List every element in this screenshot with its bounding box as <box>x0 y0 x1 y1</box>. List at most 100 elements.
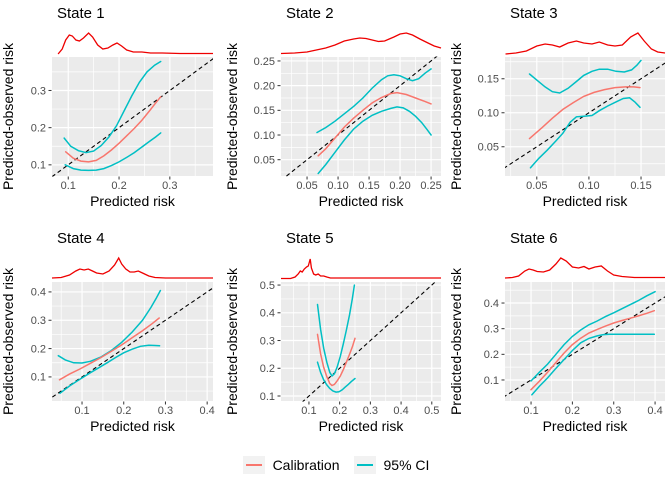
y-tick-label: 0.3 <box>31 315 46 327</box>
x-axis-title: Predicted risk <box>319 418 405 434</box>
ci-upper-line <box>530 290 656 382</box>
subplot-state-2: 0.05 0.10 0.15 0.20 0.25 0.05 0.10 0.15 0.20 0.25… <box>224 0 448 225</box>
x-axis-title: Predicted risk <box>319 193 405 209</box>
x-tick-label: 0.4 <box>647 405 662 417</box>
density-curve <box>57 32 213 55</box>
y-tick-label: 0.25 <box>254 56 275 68</box>
legend-item-calibration: Calibration <box>242 456 340 474</box>
ci-upper-line <box>316 284 356 378</box>
x-tick-label: 0.1 <box>301 405 316 417</box>
subplot-svg-state-2: 0.05 0.10 0.15 0.20 0.25 0.05 0.10 0.15 0.20 0.25… <box>224 5 442 209</box>
y-tick-label: 0.2 <box>484 349 499 361</box>
panel-title: State 1 <box>57 5 105 22</box>
y-tick-label: 0.1 <box>260 391 275 403</box>
panel-title: State 5 <box>286 230 334 247</box>
x-tick-label: 0.10 <box>578 180 599 192</box>
subplot-state-3: 0.05 0.10 0.15 0.05 0.10 0.15 State 3 Predicted… <box>448 0 672 225</box>
x-tick-label: 0.1 <box>523 405 538 417</box>
ci-lower-line <box>529 97 641 169</box>
y-tick-label: 0.2 <box>31 122 46 134</box>
ci-upper-line <box>63 60 162 154</box>
calibration-line <box>64 96 162 163</box>
subplot-svg-state-4: 0.1 0.2 0.3 0.4 0.1 0.2 0.3 0.4 State 4 Predicted… <box>0 230 215 434</box>
x-tick-label: 0.2 <box>332 405 347 417</box>
y-tick-label: 0.1 <box>484 375 499 387</box>
calibration-line <box>317 91 432 157</box>
x-axis-title: Predicted risk <box>543 418 629 434</box>
ci-lower-line <box>531 333 656 396</box>
panel-title: State 4 <box>57 230 105 247</box>
y-tick-label: 0.4 <box>260 308 275 320</box>
y-tick-label: 0.10 <box>478 108 499 120</box>
identity-line <box>505 296 665 397</box>
subplot-state-4: 0.1 0.2 0.3 0.4 0.1 0.2 0.3 0.4 State 4 Predicted… <box>0 225 224 450</box>
subplot-state-1: 0.1 0.2 0.3 0.1 0.2 0.3 State 1 Predicted risk P… <box>0 0 224 225</box>
x-tick-label: 0.1 <box>74 405 89 417</box>
panel-background <box>281 282 441 401</box>
identity-line <box>52 58 213 177</box>
y-tick-label: 0.3 <box>260 335 275 347</box>
ci-line-icon <box>356 464 373 466</box>
x-axis-title: Predicted risk <box>90 193 176 209</box>
calibration-line <box>58 317 160 381</box>
y-tick-label: 0.4 <box>31 287 46 299</box>
x-tick-label: 0.3 <box>162 180 177 192</box>
y-axis-title: Predicted-observed risk <box>224 42 240 190</box>
y-axis-title: Predicted-observed risk <box>0 267 16 415</box>
ci-lower-line <box>64 132 162 172</box>
identity-line <box>285 56 438 177</box>
x-tick-label: 0.4 <box>200 405 215 417</box>
calibration-line <box>530 309 656 391</box>
density-curve <box>505 32 666 55</box>
x-tick-label: 0.1 <box>61 180 76 192</box>
x-tick-label: 0.4 <box>393 405 408 417</box>
panel-background <box>281 57 441 176</box>
legend: Calibration 95% CI <box>0 450 672 480</box>
x-axis-title: Predicted risk <box>543 193 629 209</box>
x-tick-label: 0.10 <box>327 180 348 192</box>
y-tick-label: 0.4 <box>484 298 499 310</box>
y-tick-label: 0.10 <box>254 130 275 142</box>
legend-key-calibration <box>242 456 265 474</box>
subplot-svg-state-1: 0.1 0.2 0.3 0.1 0.2 0.3 State 1 Predicted risk P… <box>0 5 213 209</box>
x-tick-label: 0.2 <box>116 405 131 417</box>
ci-upper-line <box>528 59 642 94</box>
panel-background <box>52 282 213 401</box>
y-tick-label: 0.1 <box>31 160 46 172</box>
ci-upper-line <box>316 68 432 134</box>
legend-label-calibration: Calibration <box>272 457 340 473</box>
ci-lower-line <box>317 106 432 175</box>
density-curve <box>51 256 213 279</box>
legend-key-ci <box>353 456 376 474</box>
ci-lower-line <box>316 361 356 393</box>
calibration-line-icon <box>245 464 262 466</box>
x-tick-label: 0.2 <box>111 180 126 192</box>
x-tick-label: 0.5 <box>424 405 439 417</box>
x-tick-label: 0.2 <box>565 405 580 417</box>
y-axis-title: Predicted-observed risk <box>448 267 464 415</box>
y-tick-label: 0.15 <box>254 105 275 117</box>
panel-title: State 2 <box>286 5 334 22</box>
x-tick-label: 0.3 <box>606 405 621 417</box>
x-tick-label: 0.3 <box>158 405 173 417</box>
density-curve <box>504 257 665 279</box>
y-tick-label: 0.5 <box>260 280 275 292</box>
y-tick-label: 0.1 <box>31 372 46 384</box>
legend-item-ci: 95% CI <box>353 456 429 474</box>
y-axis-title: Predicted-observed risk <box>0 42 16 190</box>
panel-title: State 3 <box>510 5 558 22</box>
subplot-svg-state-3: 0.05 0.10 0.15 0.05 0.10 0.15 State 3 Predicted… <box>448 5 666 209</box>
calibration-line <box>316 333 356 387</box>
x-tick-label: 0.3 <box>363 405 378 417</box>
subplot-state-5: 0.1 0.2 0.3 0.4 0.5 0.1 0.2 0.3 0.4 0.5 State 5 Pre… <box>224 225 448 450</box>
y-tick-label: 0.20 <box>254 80 275 92</box>
panel-background <box>52 57 213 176</box>
density-curve <box>280 32 442 55</box>
subplot-state-6: 0.1 0.2 0.3 0.4 0.1 0.2 0.3 0.4 State 6 Predicted… <box>448 225 672 450</box>
y-tick-label: 0.05 <box>478 142 499 154</box>
y-tick-label: 0.05 <box>254 155 275 167</box>
y-tick-label: 0.2 <box>31 343 46 355</box>
x-tick-label: 0.15 <box>630 180 651 192</box>
x-tick-label: 0.05 <box>526 180 547 192</box>
